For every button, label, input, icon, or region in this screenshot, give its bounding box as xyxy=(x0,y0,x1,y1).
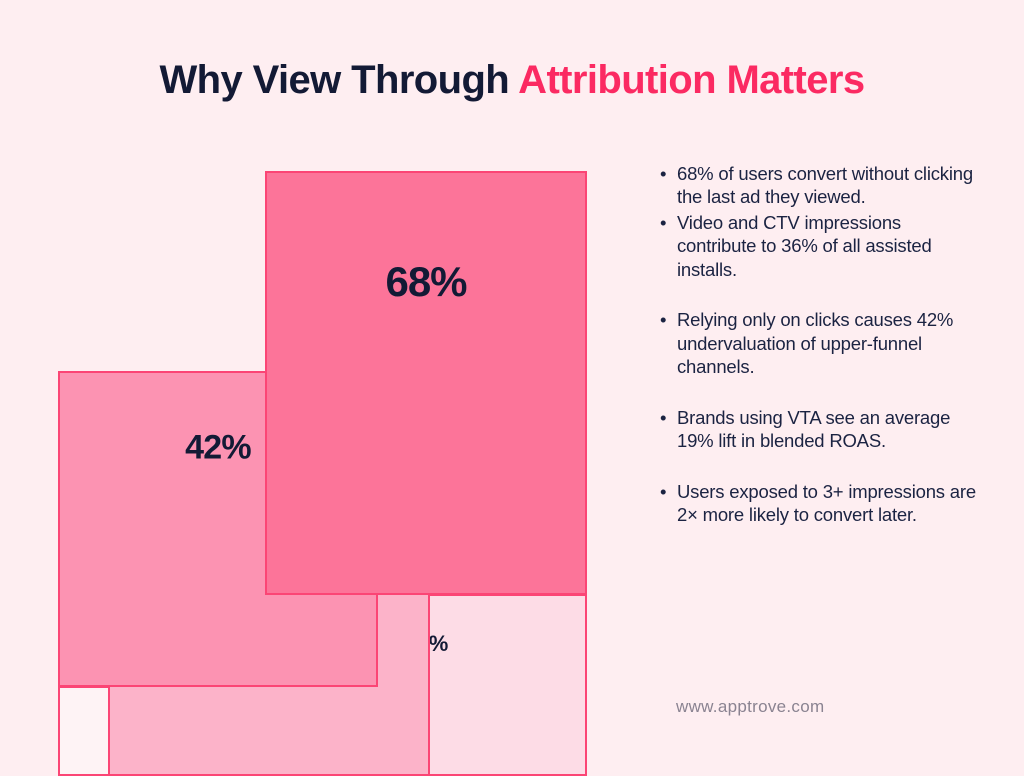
insights-list: • 68% of users convert without clicking … xyxy=(660,162,980,527)
list-item: • Video and CTV impressions contribute t… xyxy=(660,211,980,281)
list-spacer xyxy=(660,453,980,480)
list-spacer xyxy=(660,281,980,308)
list-item-text: Brands using VTA see an average 19% lift… xyxy=(677,406,951,452)
site-url[interactable]: www.apptrove.com xyxy=(676,697,825,716)
list-item: • Relying only on clicks causes 42% unde… xyxy=(660,308,980,378)
list-item-text: Relying only on clicks causes 42% underv… xyxy=(677,309,954,378)
bullet-marker-icon: • xyxy=(660,163,667,184)
bullet-marker-icon: • xyxy=(660,211,667,233)
list-item: • Brands using VTA see an average 19% li… xyxy=(660,406,980,453)
nested-rectangles-chart: 2× 19% 36% 42% 68% xyxy=(58,171,587,776)
bullet-marker-icon: • xyxy=(660,480,667,502)
list-item: • Users exposed to 3+ impressions are 2×… xyxy=(660,480,980,527)
bullet-marker-icon: • xyxy=(660,309,667,331)
chart-rect-68: 68% xyxy=(265,171,587,595)
list-spacer xyxy=(660,379,980,406)
list-item-text: Video and CTV impressions contribute to … xyxy=(677,211,932,280)
page-title-accent: Attribution Matters xyxy=(518,58,865,102)
list-item-text: Users exposed to 3+ impressions are 2× m… xyxy=(677,480,976,526)
list-item-text: 68% of users convert without clicking th… xyxy=(677,163,973,208)
page-title-primary: Why View Through xyxy=(159,58,519,102)
chart-label-68: 68% xyxy=(385,258,467,306)
bullet-marker-icon: • xyxy=(660,406,667,428)
page-title: Why View Through Attribution Matters xyxy=(0,58,1024,102)
chart-label-42: 42% xyxy=(185,428,251,467)
list-item: • 68% of users convert without clicking … xyxy=(660,162,980,209)
